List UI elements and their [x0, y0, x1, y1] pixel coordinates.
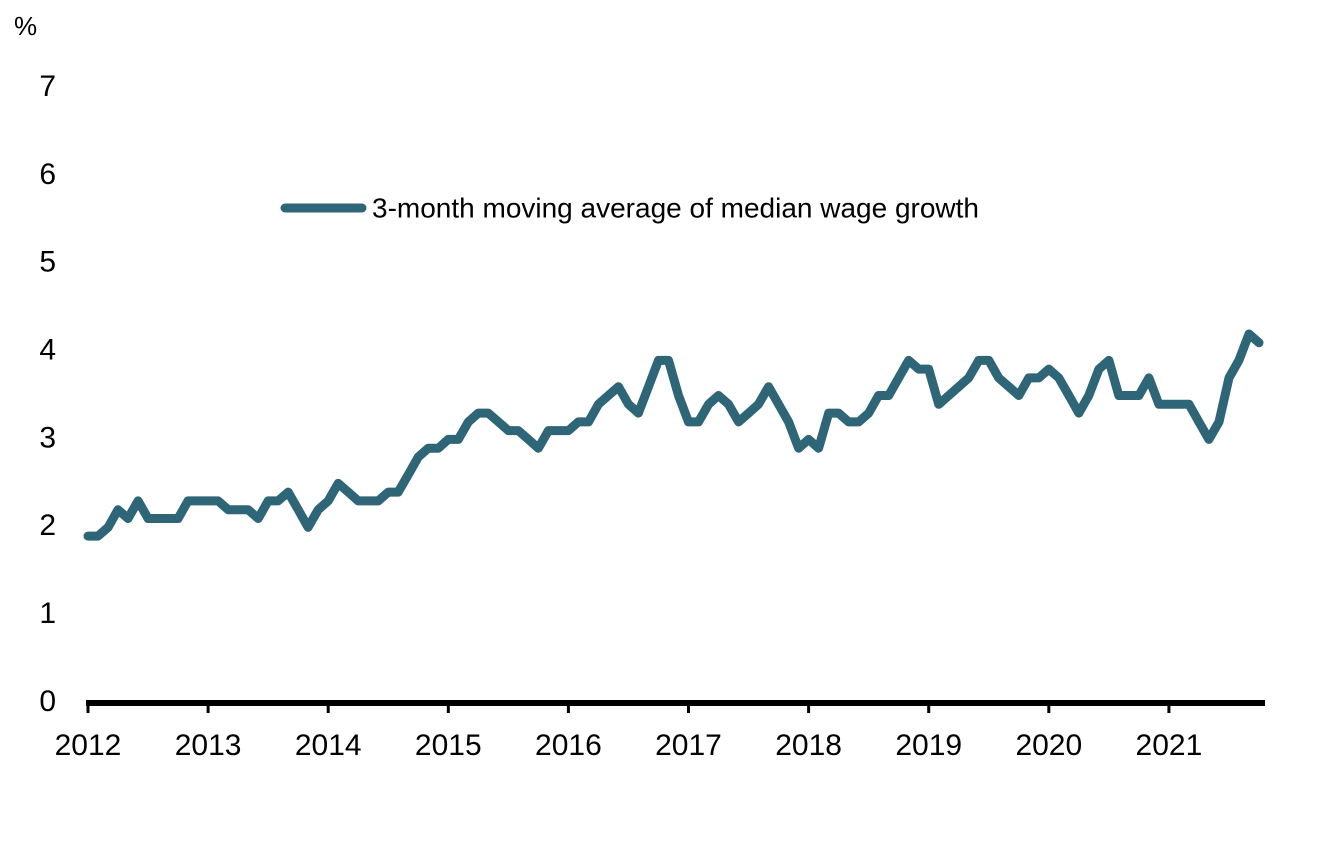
y-tick-label: 2: [39, 509, 56, 542]
x-tick-label: 2020: [1015, 729, 1082, 762]
x-tick-label: 2019: [895, 729, 962, 762]
y-tick-label: 7: [39, 70, 56, 103]
y-axis-label: %: [14, 11, 37, 41]
x-tick-label: 2018: [775, 729, 842, 762]
x-tick-label: 2014: [295, 729, 362, 762]
y-tick-label: 3: [39, 421, 56, 454]
data-line: [83, 329, 1264, 541]
y-tick-label: 0: [39, 685, 56, 718]
x-tick-label: 2015: [415, 729, 482, 762]
y-tick-label: 6: [39, 158, 56, 191]
x-tick-label: 2016: [535, 729, 602, 762]
y-tick-label: 1: [39, 597, 56, 630]
y-tick-label: 4: [39, 333, 56, 366]
y-tick-label: 5: [39, 246, 56, 279]
x-tick-label: 2017: [655, 729, 722, 762]
legend-label: 3-month moving average of median wage gr…: [372, 192, 979, 223]
x-tick-label: 2012: [55, 729, 122, 762]
x-tick-label: 2013: [175, 729, 242, 762]
x-tick-label: 2021: [1136, 729, 1203, 762]
